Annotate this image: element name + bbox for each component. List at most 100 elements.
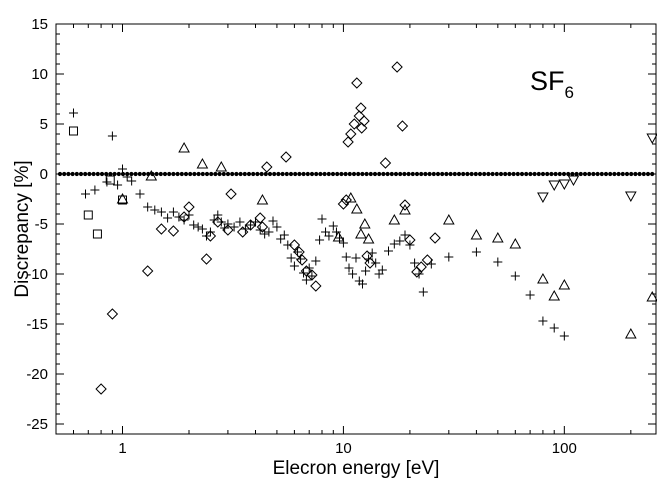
zero-line-dot [423, 171, 428, 177]
plus-marker [229, 222, 239, 232]
diamond-marker [345, 128, 357, 140]
zero-line-dot [217, 171, 222, 177]
plus-marker [205, 227, 215, 237]
diamond-marker [429, 232, 441, 244]
y-tick-label: -10 [26, 266, 48, 283]
plus-marker [150, 205, 160, 215]
zero-line-dot [427, 171, 432, 177]
zero-line-dot [154, 171, 159, 177]
square-marker [83, 210, 93, 220]
zero-line-dot [561, 171, 567, 177]
zero-line-dot [343, 171, 348, 177]
zero-line-dot [435, 171, 441, 177]
formula-main: SF [530, 66, 565, 96]
x-axis-tick-labels: 1 10 100 [118, 440, 577, 457]
square-marker [92, 229, 102, 239]
plus-marker [279, 230, 289, 240]
zero-line-dot [305, 171, 310, 177]
plus-marker [471, 247, 481, 257]
diamond-marker [379, 157, 392, 169]
diamond-marker [293, 246, 305, 258]
y-axis-ticks [56, 23, 656, 435]
zero-line-dot [314, 171, 319, 177]
zero-line-dot [74, 171, 79, 177]
zero-line-dot [66, 171, 71, 177]
zero-line-dot [608, 171, 613, 177]
diamond-marker [355, 122, 368, 134]
triangle-up-marker [537, 272, 549, 284]
zero-line-dot [116, 171, 121, 177]
zero-line-dot [188, 171, 193, 177]
zero-line-dot [620, 171, 625, 177]
triangle-up-marker [646, 290, 657, 302]
diamond-marker [348, 118, 360, 130]
zero-line-dot [297, 171, 302, 177]
plus-marker [127, 176, 137, 186]
zero-line-dot [440, 171, 445, 177]
triangle-up-marker [215, 160, 228, 172]
plus-marker [357, 279, 367, 289]
plus-marker [168, 207, 178, 217]
plus-marker [444, 252, 454, 262]
plot-area [55, 23, 657, 435]
plus-marker [197, 224, 207, 234]
zero-line-dot [276, 171, 281, 177]
zero-line-dot [78, 171, 84, 177]
plus-marker [418, 287, 428, 297]
diamond-marker [404, 234, 416, 246]
zero-line-dot [99, 171, 105, 177]
zero-line-dot [419, 171, 424, 177]
zero-line-dot [641, 171, 646, 177]
plus-marker [389, 239, 399, 249]
zero-line-dot [570, 171, 575, 177]
zero-reference-line [57, 171, 655, 177]
triangle-down-marker [558, 179, 571, 191]
zero-line-dot [633, 171, 638, 177]
diamond-marker [358, 115, 370, 127]
plus-marker [135, 189, 145, 199]
zero-line-dot [83, 171, 88, 177]
zero-line-dot [225, 171, 231, 177]
plus-marker [400, 230, 410, 240]
zero-line-dot [511, 171, 516, 177]
zero-line-dot [251, 171, 256, 177]
y-axis-title: Discrepancy [%] [12, 160, 33, 297]
zero-line-dot [87, 171, 92, 177]
plus-marker [246, 220, 256, 230]
zero-line-dot [410, 171, 415, 177]
x-axis-ticks [55, 24, 632, 434]
zero-line-dot [339, 171, 344, 177]
diamond-marker [353, 110, 366, 122]
x-tick-label: 100 [552, 440, 577, 457]
zero-line-dot [486, 171, 491, 177]
zero-line-dot [503, 171, 508, 177]
zero-line-dot [385, 171, 390, 177]
y-tick-label: -5 [35, 216, 48, 233]
diamond-marker [212, 216, 224, 228]
diamond-marker [280, 151, 292, 163]
zero-line-dot [603, 171, 609, 177]
diamond-marker [256, 221, 269, 233]
zero-line-dot [255, 171, 260, 177]
zero-line-dot [574, 171, 579, 177]
zero-line-dot [498, 171, 504, 177]
zero-line-dot [70, 171, 75, 177]
zero-line-dot [368, 171, 373, 177]
diamond-marker [167, 225, 180, 237]
zero-line-dot [393, 171, 399, 177]
zero-line-dot [158, 171, 163, 177]
plus-marker [264, 227, 274, 237]
zero-line-dot [318, 171, 323, 177]
zero-line-dot [519, 171, 525, 177]
zero-line-dot [578, 171, 583, 177]
diamond-marker [340, 194, 352, 206]
zero-line-dot [200, 171, 205, 177]
zero-line-dot [284, 171, 289, 177]
data-markers [68, 61, 657, 395]
plus-marker [377, 265, 387, 275]
zero-line-dot [309, 171, 315, 177]
plus-marker [351, 253, 361, 263]
triangle-down-marker [548, 180, 561, 192]
plus-marker [223, 219, 233, 229]
